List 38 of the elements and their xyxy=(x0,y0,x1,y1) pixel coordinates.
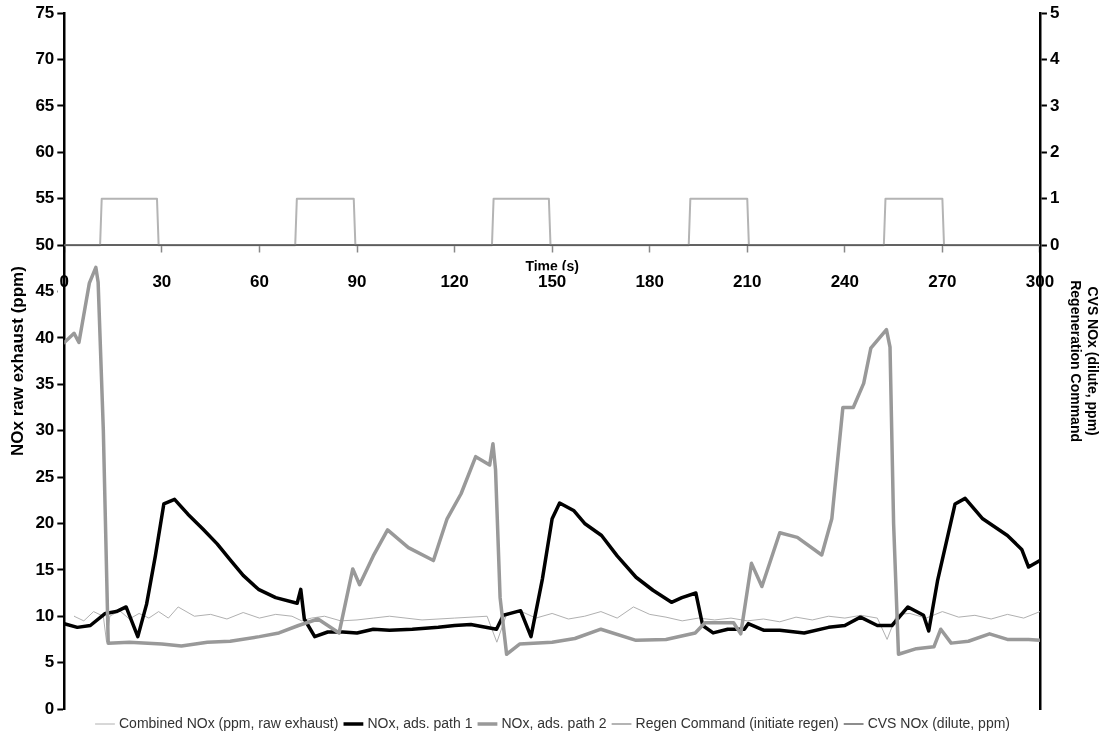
y2-tick-label: 5 xyxy=(1049,2,1060,22)
y-tick-label: 45 xyxy=(35,281,55,301)
y-tick-label: 60 xyxy=(35,142,55,162)
x-tick-label: 30 xyxy=(152,272,172,292)
y-tick-label: 15 xyxy=(35,559,55,579)
y2-tick-label: 2 xyxy=(1049,142,1060,162)
y-axis-title: NOx raw exhaust (ppm) xyxy=(7,266,27,457)
legend-label: NOx, ads. path 2 xyxy=(501,714,607,731)
y-tick-label: 50 xyxy=(35,234,55,254)
y-tick-label: 0 xyxy=(44,698,55,718)
x-tick-label: 210 xyxy=(733,272,762,292)
y-tick-label: 55 xyxy=(35,188,55,208)
x-tick-label: 240 xyxy=(830,272,860,292)
x-tick-label: 120 xyxy=(440,272,469,292)
y2-tick-label: 4 xyxy=(1049,49,1060,69)
y-tick-label: 10 xyxy=(35,605,55,625)
x-tick-label: 180 xyxy=(635,272,664,292)
x-tick-label: 90 xyxy=(347,272,367,292)
y-tick-label: 75 xyxy=(35,2,55,22)
y-tick-label: 40 xyxy=(35,327,55,347)
y2-tick-label: 3 xyxy=(1049,95,1060,115)
legend-label: CVS NOx (dilute, ppm) xyxy=(867,714,1010,731)
y-tick-label: 70 xyxy=(35,49,55,69)
x-tick-label: 270 xyxy=(928,272,957,292)
x-tick-label: 150 xyxy=(537,272,567,292)
y-tick-label: 65 xyxy=(35,95,55,115)
y-tick-label: 5 xyxy=(44,652,55,672)
legend-label: NOx, ads. path 1 xyxy=(367,714,473,731)
legend-label: Combined NOx (ppm, raw exhaust) xyxy=(119,714,339,731)
legend-label: Regen Command (initiate regen) xyxy=(635,714,839,731)
y2-axis-title: CVS NOx (dilute, ppm) Regeneration Command xyxy=(1067,280,1101,443)
y-tick-label: 35 xyxy=(35,373,55,393)
y-tick-label: 20 xyxy=(35,513,55,533)
y2-tick-label: 0 xyxy=(1049,234,1060,254)
y-tick-label: 30 xyxy=(35,420,55,440)
y-tick-label: 25 xyxy=(35,466,55,486)
y2-tick-label: 1 xyxy=(1049,188,1060,208)
x-tick-label: 60 xyxy=(249,272,269,292)
